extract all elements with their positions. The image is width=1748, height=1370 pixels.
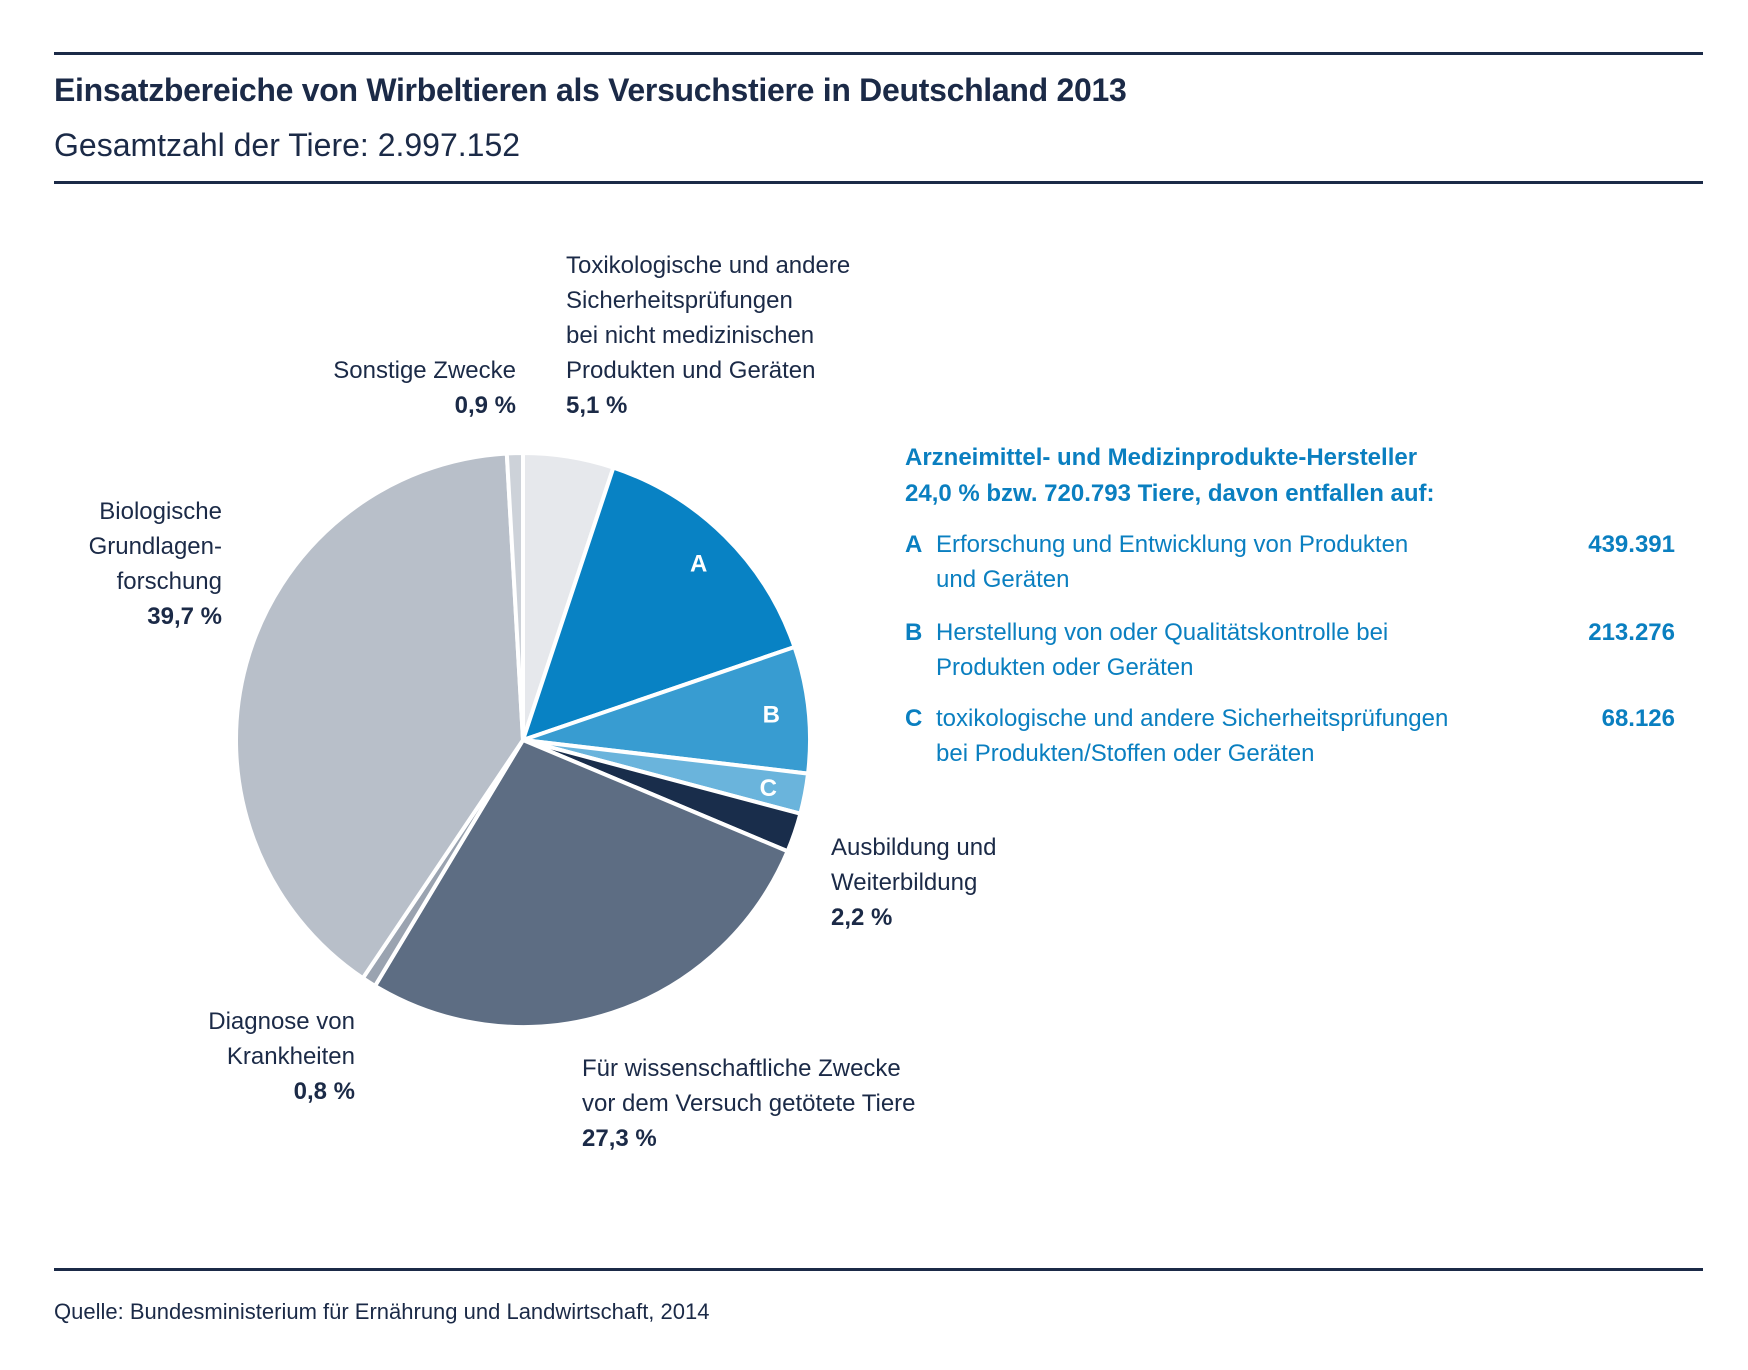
item-letter: A [905, 531, 923, 558]
item-text: bei Produkten/Stoffen oder Geräten [936, 740, 1315, 767]
label-percent: 0,8 % [293, 1078, 355, 1105]
item-text: toxikologische und andere Sicherheitsprü… [936, 705, 1449, 732]
label-ausbildung: Ausbildung und Weiterbildung 2,2 % [831, 830, 996, 935]
label-line: Für wissenschaftliche Zwecke [582, 1055, 901, 1082]
label-diagnose: Diagnose von Krankheiten 0,8 % [208, 1004, 355, 1109]
label-line: Weiterbildung [831, 869, 978, 896]
label-wiss: Für wissenschaftliche Zwecke vor dem Ver… [582, 1051, 916, 1156]
item-text: Herstellung von oder Qualitätskontrolle … [936, 619, 1389, 646]
label-line: Sonstige Zwecke [333, 357, 516, 384]
label-line: Diagnose von [208, 1008, 355, 1035]
item-letter: C [905, 705, 923, 732]
label-line: Produkten und Geräten [566, 357, 816, 384]
slice-label-a: A [690, 551, 707, 578]
pie-slice-b [521, 645, 812, 776]
label-percent: 5,1 % [566, 392, 628, 419]
pie-slice-sonstige [504, 451, 525, 742]
panel-heading-line: Arzneimittel- und Medizinprodukte-Herste… [905, 444, 1418, 471]
top-rule [54, 52, 1703, 55]
label-percent: 2,2 % [831, 904, 893, 931]
footer-rule [54, 1268, 1703, 1271]
label-line: vor dem Versuch getötete Tiere [582, 1090, 916, 1117]
label-line: Grundlagen- [88, 533, 222, 560]
label-percent: 39,7 % [147, 603, 222, 630]
item-text: Produkten oder Geräten [936, 654, 1194, 681]
slice-label-c: C [760, 775, 777, 802]
item-value: 439.391 [1588, 531, 1675, 558]
item-letter: B [905, 619, 923, 646]
pie-slice-a [521, 465, 797, 742]
header-rule [54, 181, 1703, 184]
panel-heading-line: 24,0 % bzw. 720.793 Tiere, davon entfall… [905, 480, 1435, 507]
label-line: Sicherheitsprüfungen [566, 287, 793, 314]
pie-slice-wiss [373, 738, 790, 1029]
pie-slice-bio [234, 451, 525, 981]
source-note: Quelle: Bundesministerium für Ernährung … [54, 1299, 710, 1324]
label-bio: Biologische Grundlagen- forschung 39,7 % [89, 494, 222, 634]
item-text: Erforschung und Entwicklung von Produkte… [936, 531, 1409, 558]
label-line: Toxikologische und andere [566, 252, 851, 279]
label-percent: 0,9 % [454, 392, 516, 419]
label-line: forschung [116, 568, 222, 595]
label-line: Biologische [99, 498, 222, 525]
item-text: und Geräten [936, 566, 1070, 593]
label-tox: Toxikologische und andere Sicherheitsprü… [566, 248, 850, 423]
label-line: Ausbildung und [831, 834, 997, 861]
slice-label-b: B [763, 702, 780, 729]
panel-heading: Arzneimittel- und Medizinprodukte-Herste… [905, 440, 1435, 512]
item-value: 68.126 [1601, 705, 1675, 732]
item-value: 213.276 [1588, 619, 1675, 646]
label-line: Krankheiten [226, 1043, 355, 1070]
chart-subtitle: Gesamtzahl der Tiere: 2.997.152 [54, 127, 521, 163]
chart-title: Einsatzbereiche von Wirbeltieren als Ver… [54, 72, 1127, 108]
label-line: bei nicht medizinischen [566, 322, 815, 349]
label-percent: 27,3 % [582, 1125, 657, 1152]
label-sonstige: Sonstige Zwecke 0,9 % [333, 353, 516, 423]
